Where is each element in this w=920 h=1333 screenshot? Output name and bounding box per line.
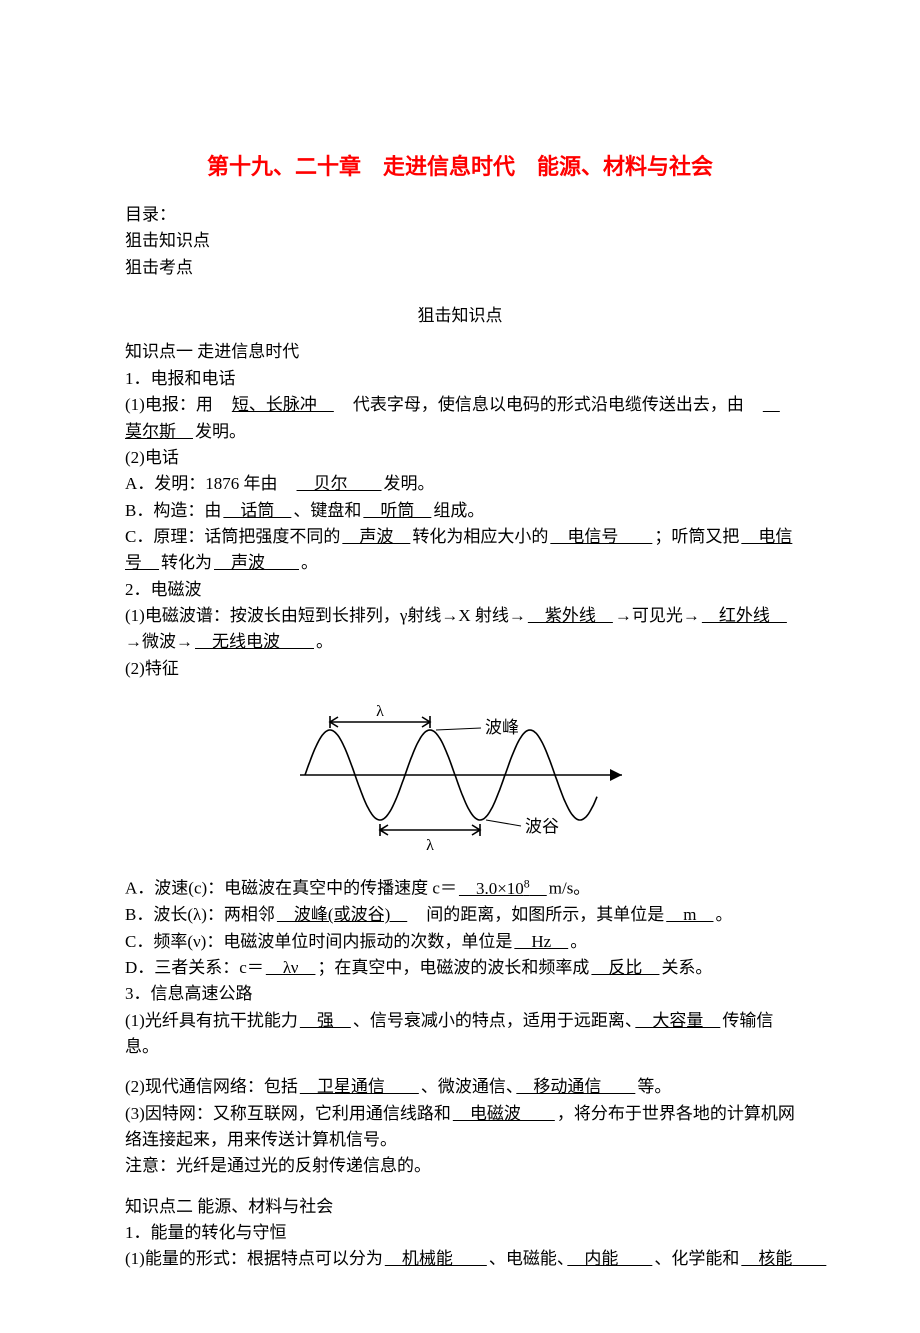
blank-electric-signal-1: 电信号 (548, 527, 654, 546)
k1-s1-A: A．发明：1876 年由 贝尔 发明。 (125, 471, 795, 497)
svg-text:波谷: 波谷 (525, 817, 559, 836)
text: D．三者关系：c＝ (125, 958, 264, 977)
blank-microphone: 话筒 (221, 501, 293, 520)
text: 。 (301, 553, 318, 572)
text: A．波速(c)：电磁波在真空中的传播速度 c＝ (125, 879, 457, 898)
text: →微波→ (125, 632, 193, 651)
text: (2)现代通信网络：包括 (125, 1077, 298, 1096)
text: 转化为相应大小的 (412, 527, 548, 546)
wave-svg: λ λ 波峰波谷 (280, 690, 640, 860)
text: C．频率(ν)：电磁波单位时间内振动的次数，单位是 (125, 932, 512, 951)
k1-s3-p1: (1)光纤具有抗干扰能力 强 、信号衰减小的特点，适用于远距离、 大容量 传输信… (125, 1008, 795, 1061)
svg-text:λ: λ (426, 837, 434, 854)
k1-s2-p2: (2)特征 (125, 656, 795, 682)
text: 、化学能和 (654, 1249, 739, 1268)
blank-short-long-pulse: 短、长脉冲 (230, 395, 336, 414)
wave-diagram: λ λ 波峰波谷 (125, 690, 795, 868)
k2-s1-heading: 1．能量的转化与守恒 (125, 1220, 795, 1246)
section-heading: 狙击知识点 (125, 303, 795, 329)
k1-s1-p2: (2)电话 (125, 445, 795, 471)
text: 关系。 (661, 958, 712, 977)
k1-s2-heading: 2．电磁波 (125, 577, 795, 603)
blank-soundwave-1: 声波 (340, 527, 412, 546)
topic-1-heading: 知识点一 走进信息时代 (125, 339, 795, 365)
k1-s3-note: 注意：光纤是通过光的反射传递信息的。 (125, 1153, 795, 1179)
text: 、微波通信、 (421, 1077, 515, 1096)
blank-ir: 红外线 (700, 606, 789, 625)
k1-s3-heading: 3．信息高速公路 (125, 981, 795, 1007)
blank-meter: m (664, 905, 715, 924)
blank-mobile: 移动通信 (514, 1077, 637, 1096)
text: A．发明：1876 年由 (125, 474, 295, 493)
text: ；听筒又把 (654, 527, 739, 546)
unit (530, 879, 547, 898)
text: 发明。 (384, 474, 435, 493)
text: 组成。 (433, 501, 484, 520)
spacer (125, 1060, 795, 1074)
blank-earpiece: 听筒 (361, 501, 433, 520)
toc-label: 目录： (125, 202, 795, 228)
k1-s2b-D: D．三者关系：c＝ λν ；在真空中，电磁波的波长和频率成 反比 关系。 (125, 955, 795, 981)
k1-s2b-C: C．频率(ν)：电磁波单位时间内振动的次数，单位是 Hz 。 (125, 929, 795, 955)
blank-soundwave-2: 声波 (212, 553, 301, 572)
val: 3.0×10 (459, 879, 524, 898)
blank-crest-trough: 波峰(或波谷) (275, 905, 409, 924)
k1-s3-p3: (3)因特网：又称互联网，它利用通信线路和 电磁波 ，将分布于世界各地的计算机网… (125, 1101, 795, 1154)
blank-em-wave: 电磁波 (451, 1104, 557, 1123)
blank-hz: Hz (512, 932, 570, 951)
text: 、电磁能、 (489, 1249, 566, 1268)
text: 、键盘和 (293, 501, 361, 520)
text: 、信号衰减小的特点，适用于远距离、 (353, 1011, 634, 1030)
text: (3)因特网：又称互联网，它利用通信线路和 (125, 1104, 451, 1123)
k1-s1-p1: (1)电报：用 短、长脉冲 代表字母，使信息以电码的形式沿电缆传送出去，由 莫尔… (125, 392, 795, 445)
blank-lambda-nu: λν (264, 958, 318, 977)
text: 等。 (637, 1077, 671, 1096)
text: 。 (316, 632, 333, 651)
text: 发明。 (195, 422, 246, 441)
text: 转化为 (161, 553, 212, 572)
blank-radio: 无线电波 (193, 632, 316, 651)
spacer (125, 1180, 795, 1194)
text: m/s。 (549, 879, 591, 898)
text: (1)电磁波谱：按波长由短到长排列，γ射线→X 射线→ (125, 606, 526, 625)
blank-mechanical: 机械能 (383, 1249, 489, 1268)
k1-s2b-A: A．波速(c)：电磁波在真空中的传播速度 c＝ 3.0×108 m/s。 (125, 874, 795, 902)
blank-strong: 强 (298, 1011, 353, 1030)
blank-bell: 贝尔 (295, 474, 384, 493)
chapter-title: 第十九、二十章 走进信息时代 能源、材料与社会 (125, 150, 795, 184)
svg-text:波峰: 波峰 (485, 718, 519, 737)
k1-s1-C: C．原理：话筒把强度不同的 声波 转化为相应大小的 电信号 ；听筒又把 电信号 … (125, 524, 795, 577)
k1-s1-heading: 1．电报和电话 (125, 366, 795, 392)
blank-satellite: 卫星通信 (298, 1077, 421, 1096)
text: 。 (570, 932, 587, 951)
blank-internal-energy: 内能 (565, 1249, 654, 1268)
text: 代表字母，使信息以电码的形式沿电缆传送出去，由 (336, 395, 761, 414)
text: C．原理：话筒把强度不同的 (125, 527, 340, 546)
blank-lightspeed: 3.0×108 (457, 879, 549, 898)
k2-s1-p1: (1)能量的形式：根据特点可以分为 机械能 、电磁能、 内能 、化学能和 核能 (125, 1246, 795, 1272)
text: →可见光→ (615, 606, 700, 625)
toc: 目录： 狙击知识点 狙击考点 (125, 202, 795, 281)
text: 。 (715, 905, 732, 924)
k1-s2b-B: B．波长(λ)：两相邻 波峰(或波谷) 间的距离，如图所示，其单位是 m 。 (125, 902, 795, 928)
text: ；在真空中，电磁波的波长和频率成 (317, 958, 589, 977)
toc-item-1: 狙击知识点 (125, 228, 795, 254)
text: (1)光纤具有抗干扰能力 (125, 1011, 298, 1030)
k1-s3-p2: (2)现代通信网络：包括 卫星通信 、微波通信、 移动通信 等。 (125, 1074, 795, 1100)
text: (1)电报：用 (125, 395, 230, 414)
text: B．构造：由 (125, 501, 221, 520)
topic-2-heading: 知识点二 能源、材料与社会 (125, 1194, 795, 1220)
svg-text:λ: λ (376, 703, 384, 720)
blank-nuclear: 核能 (739, 1249, 828, 1268)
k1-s1-B: B．构造：由 话筒 、键盘和 听筒 组成。 (125, 498, 795, 524)
text: B．波长(λ)：两相邻 (125, 905, 275, 924)
blank-inverse: 反比 (589, 958, 661, 977)
k1-s2-p1: (1)电磁波谱：按波长由短到长排列，γ射线→X 射线→ 紫外线 →可见光→ 红外… (125, 603, 795, 656)
blank-uv: 紫外线 (526, 606, 615, 625)
text: 间的距离，如图所示，其单位是 (409, 905, 664, 924)
text: (1)能量的形式：根据特点可以分为 (125, 1249, 383, 1268)
toc-item-2: 狙击考点 (125, 255, 795, 281)
blank-large-capacity: 大容量 (633, 1011, 722, 1030)
